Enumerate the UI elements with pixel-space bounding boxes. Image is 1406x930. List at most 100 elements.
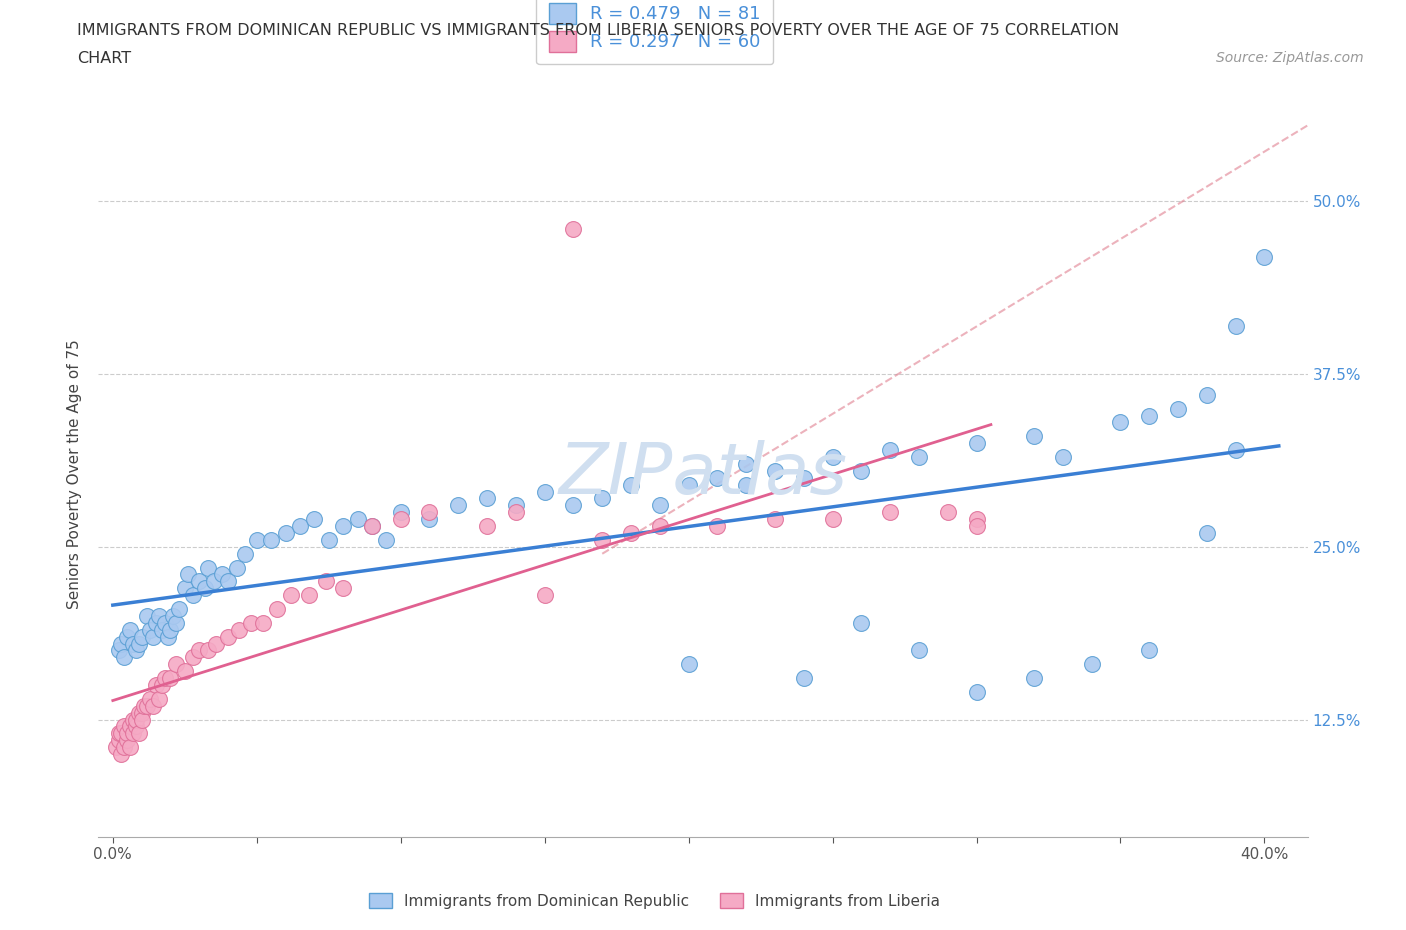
Point [115,630,138,644]
Point [678,477,700,492]
Point [165,657,187,671]
Point [1253,249,1275,264]
Point [591,491,613,506]
Point [591,533,613,548]
Point [150,678,173,693]
Point [153,616,176,631]
Point [266,602,288,617]
Point [1137,643,1160,658]
Point [165,616,187,631]
Point [288,519,311,534]
Point [879,505,901,520]
Point [217,574,239,589]
Text: CHART: CHART [77,51,131,66]
Point [648,519,671,534]
Point [167,602,190,617]
Point [274,525,297,540]
Point [131,712,153,727]
Point [110,636,132,651]
Point [205,636,228,651]
Point [562,221,585,236]
Point [252,616,274,631]
Point [533,588,555,603]
Point [1225,443,1247,458]
Point [936,505,959,520]
Point [128,636,150,651]
Point [966,436,988,451]
Point [706,519,728,534]
Point [159,671,181,685]
Point [505,505,527,520]
Point [505,498,527,512]
Point [966,519,988,534]
Point [1195,388,1218,403]
Point [120,739,142,754]
Point [418,505,440,520]
Point [1109,415,1132,430]
Point [966,684,988,699]
Point [107,726,129,741]
Point [389,505,412,520]
Point [418,512,440,526]
Point [139,622,162,637]
Point [128,705,150,720]
Point [139,691,162,706]
Point [183,650,205,665]
Legend: Immigrants from Dominican Republic, Immigrants from Liberia: Immigrants from Dominican Republic, Immi… [361,885,948,916]
Point [280,588,302,603]
Point [562,498,585,512]
Point [793,671,815,685]
Text: ZIPatlas: ZIPatlas [558,440,848,509]
Point [150,622,173,637]
Point [908,643,931,658]
Point [148,608,170,623]
Point [297,588,319,603]
Point [115,733,138,748]
Point [104,739,127,754]
Point [304,512,326,526]
Point [1137,408,1160,423]
Point [173,664,195,679]
Point [176,567,198,582]
Point [228,622,250,637]
Point [1195,525,1218,540]
Point [112,739,135,754]
Point [240,616,263,631]
Y-axis label: Seniors Poverty Over the Age of 75: Seniors Poverty Over the Age of 75 [67,339,83,609]
Point [1225,318,1247,333]
Point [153,671,176,685]
Point [389,512,412,526]
Point [134,698,156,713]
Point [533,485,555,499]
Point [332,581,354,596]
Point [908,449,931,464]
Point [475,519,498,534]
Point [122,726,145,741]
Point [225,560,247,575]
Point [197,560,219,575]
Point [1052,449,1074,464]
Point [122,712,145,727]
Point [966,512,988,526]
Point [315,574,337,589]
Point [346,512,368,526]
Text: IMMIGRANTS FROM DOMINICAN REPUBLIC VS IMMIGRANTS FROM LIBERIA SENIORS POVERTY OV: IMMIGRANTS FROM DOMINICAN REPUBLIC VS IM… [77,23,1119,38]
Point [159,622,181,637]
Point [188,643,211,658]
Point [142,698,165,713]
Point [211,567,233,582]
Point [112,719,135,734]
Point [122,636,145,651]
Point [120,622,142,637]
Point [332,519,354,534]
Point [125,719,148,734]
Point [145,678,167,693]
Point [851,463,873,478]
Point [1022,671,1045,685]
Point [125,712,148,727]
Point [131,630,153,644]
Point [131,705,153,720]
Point [125,643,148,658]
Point [112,650,135,665]
Point [318,533,340,548]
